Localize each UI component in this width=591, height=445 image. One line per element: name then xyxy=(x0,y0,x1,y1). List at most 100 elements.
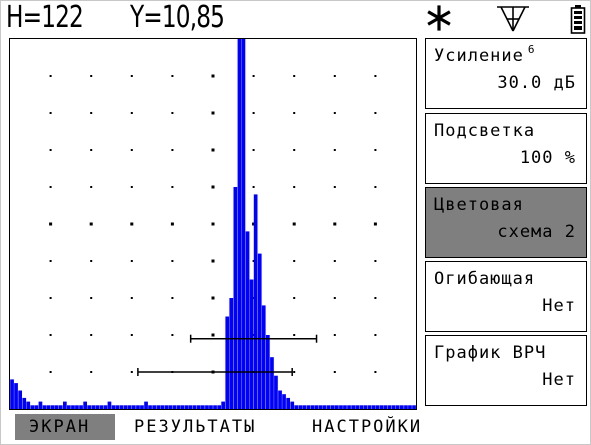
signal-bar xyxy=(314,405,319,409)
signal-bar xyxy=(310,405,315,409)
menu-item-backlight[interactable]: Подсветка 100 % xyxy=(425,113,587,184)
grid-dot xyxy=(211,222,215,226)
asterisk-icon xyxy=(427,5,451,31)
grid-dot xyxy=(171,297,174,299)
signal-bar xyxy=(404,405,408,409)
signal-bar xyxy=(351,405,355,409)
signal-bar xyxy=(119,405,124,409)
signal-bar xyxy=(184,405,189,409)
menu-item-color-scheme[interactable]: Цветовая схема 2 xyxy=(425,187,587,258)
signal-bar xyxy=(75,405,79,409)
signal-bar xyxy=(379,405,384,409)
signal-bar xyxy=(160,405,165,409)
signal-bar xyxy=(71,405,75,409)
signal-bar xyxy=(294,405,299,409)
signal-bar xyxy=(197,405,201,409)
tab-settings[interactable]: НАСТРОЙКИ xyxy=(312,417,423,437)
grid-dot xyxy=(374,112,377,114)
grid-dot xyxy=(333,186,336,188)
grid-dot xyxy=(171,112,174,114)
grid-dot xyxy=(252,297,255,299)
menu-item-value: 100 % xyxy=(519,148,576,168)
grid-dot xyxy=(49,186,52,188)
signal-bar xyxy=(152,405,156,409)
grid-dot xyxy=(333,334,336,336)
signal-bar xyxy=(331,405,335,409)
grid-dot xyxy=(171,75,174,77)
grid-dot xyxy=(211,148,215,152)
probe-icon xyxy=(497,6,529,32)
grid-dot xyxy=(90,112,93,114)
grid-dot xyxy=(211,74,215,78)
menu-item-value: Нет xyxy=(542,296,576,316)
signal-bar xyxy=(201,405,205,409)
signal-bar xyxy=(79,405,83,409)
signal-bar xyxy=(213,405,217,409)
signal-bar xyxy=(290,401,295,409)
grid-dot xyxy=(333,149,336,151)
signal-bar xyxy=(50,405,55,409)
menu-item-gain[interactable]: Усиление 6 30.0 дБ xyxy=(425,38,587,109)
menu-item-envelope[interactable]: Огибающая Нет xyxy=(425,261,587,332)
signal-bar xyxy=(63,401,67,409)
grid-dot xyxy=(90,371,93,373)
grid-dot xyxy=(211,259,215,263)
grid-dot xyxy=(171,334,174,336)
signal-bar xyxy=(237,39,242,409)
grid-dot xyxy=(211,333,215,337)
tab-screen[interactable]: ЭКРАН xyxy=(15,414,115,440)
grid-dot xyxy=(90,186,93,188)
grid-dot xyxy=(293,112,296,114)
grid-dot xyxy=(171,260,174,262)
signal-bar xyxy=(387,405,392,409)
signal-bar xyxy=(383,405,388,409)
signal-bar xyxy=(261,305,266,409)
menu-item-tcg-graph[interactable]: График ВРЧ Нет xyxy=(425,335,587,406)
gate-marker[interactable] xyxy=(189,334,318,343)
signal-bar xyxy=(144,401,148,409)
signal-bar xyxy=(221,401,225,409)
grid-dot xyxy=(333,75,336,77)
grid-dot xyxy=(211,111,215,115)
gate-marker[interactable] xyxy=(137,368,293,376)
signal-bar xyxy=(95,405,100,409)
signal-bar xyxy=(91,405,96,409)
grid-dot xyxy=(333,297,336,299)
signal-bar xyxy=(34,405,39,409)
grid-dot xyxy=(171,186,174,188)
grid-dot xyxy=(374,186,377,188)
grid-dot xyxy=(252,334,255,336)
signal-bar xyxy=(30,405,35,409)
signal-bar xyxy=(322,405,327,409)
menu-item-value: Нет xyxy=(542,370,576,390)
y-value-readout: Y=10,85 xyxy=(130,0,225,35)
ascan-plot[interactable] xyxy=(9,38,417,410)
grid-dot xyxy=(130,334,133,336)
grid-dot xyxy=(374,260,377,262)
signal-bar xyxy=(99,405,104,409)
signal-bar xyxy=(103,405,108,409)
signal-bar xyxy=(172,405,177,409)
tab-results[interactable]: РЕЗУЛЬТАТЫ xyxy=(134,417,257,437)
grid-dot xyxy=(49,334,52,336)
grid-dot xyxy=(293,334,296,336)
grid-dot xyxy=(90,149,93,151)
signal-bar xyxy=(245,231,250,409)
signal-bar xyxy=(115,405,120,409)
signal-bar xyxy=(168,405,173,409)
signal-bar xyxy=(225,316,230,409)
signal-bar xyxy=(375,405,380,409)
signal-bar xyxy=(176,405,181,409)
signal-bar xyxy=(58,405,63,409)
grid-dot xyxy=(252,75,255,77)
signal-bar xyxy=(306,405,311,409)
signal-bar xyxy=(164,405,169,409)
grid-dot xyxy=(293,75,296,77)
signal-bar xyxy=(318,405,323,409)
signal-bar xyxy=(38,401,43,409)
signal-bar xyxy=(156,405,161,409)
grid-dot xyxy=(211,185,215,189)
grid-dot xyxy=(333,222,337,226)
signal-bar xyxy=(367,405,372,409)
signal-bar xyxy=(54,405,59,409)
